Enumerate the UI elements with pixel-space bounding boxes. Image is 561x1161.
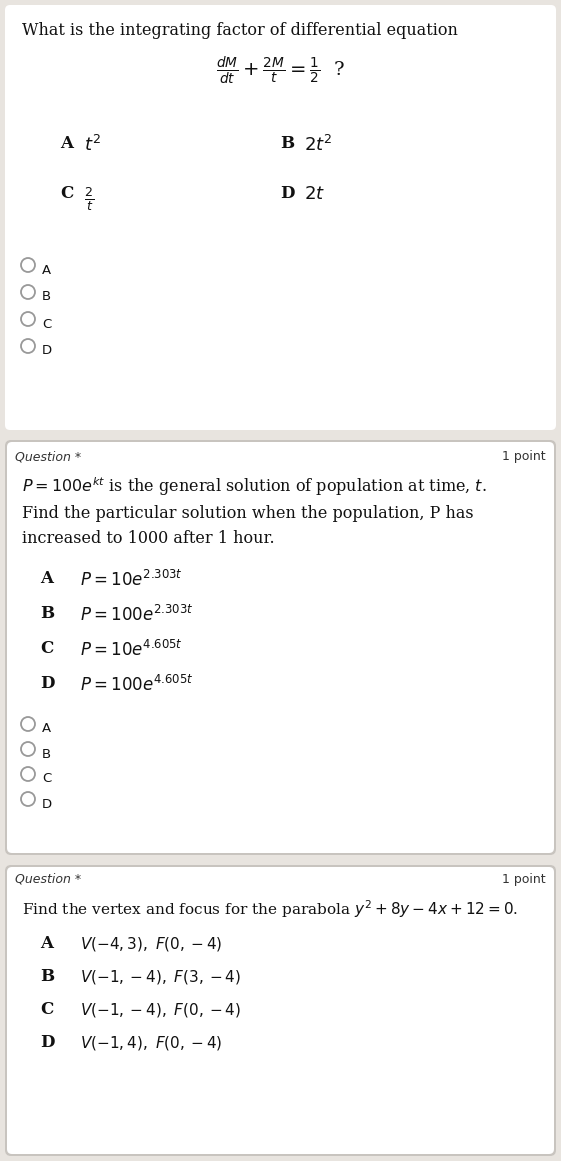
Circle shape xyxy=(21,717,35,731)
Text: $2t^2$: $2t^2$ xyxy=(304,135,333,156)
Text: B: B xyxy=(280,135,294,152)
FancyBboxPatch shape xyxy=(7,442,554,853)
Text: C: C xyxy=(42,772,51,786)
Text: $V(-4, 3),\ F(0, -4)$: $V(-4, 3),\ F(0, -4)$ xyxy=(80,935,222,953)
Text: A: A xyxy=(42,264,51,276)
Circle shape xyxy=(21,792,35,806)
Text: $t^2$: $t^2$ xyxy=(84,135,101,156)
Text: A: A xyxy=(40,570,53,587)
Text: $V(-1, -4),\ F(3, -4)$: $V(-1, -4),\ F(3, -4)$ xyxy=(80,968,241,986)
Text: Question *: Question * xyxy=(15,873,81,886)
Text: B: B xyxy=(42,748,51,760)
Circle shape xyxy=(21,767,35,781)
Text: $V(-1, 4),\ F(0, -4)$: $V(-1, 4),\ F(0, -4)$ xyxy=(80,1034,222,1052)
Text: D: D xyxy=(40,1034,54,1051)
Text: D: D xyxy=(280,185,295,202)
FancyBboxPatch shape xyxy=(5,5,556,430)
Text: C: C xyxy=(60,185,73,202)
Text: $P = 100e^{2.303t}$: $P = 100e^{2.303t}$ xyxy=(80,605,194,625)
Text: B: B xyxy=(42,290,51,303)
Text: $P = 100e^{4.605t}$: $P = 100e^{4.605t}$ xyxy=(80,675,194,695)
Text: C: C xyxy=(40,1001,53,1018)
Text: $V(-1, -4),\ F(0, -4)$: $V(-1, -4),\ F(0, -4)$ xyxy=(80,1001,241,1019)
Text: C: C xyxy=(40,640,53,657)
Text: 1 point: 1 point xyxy=(502,450,546,463)
Text: What is the integrating factor of differential equation: What is the integrating factor of differ… xyxy=(22,22,458,39)
Text: $\frac{dM}{dt} + \frac{2M}{t} = \frac{1}{2}$  ?: $\frac{dM}{dt} + \frac{2M}{t} = \frac{1}… xyxy=(215,55,344,87)
FancyBboxPatch shape xyxy=(5,865,556,1156)
Text: B: B xyxy=(40,968,54,985)
Text: $P = 100e^{kt}$ is the general solution of population at time, $t$.: $P = 100e^{kt}$ is the general solution … xyxy=(22,475,487,498)
Text: $P = 10e^{2.303t}$: $P = 10e^{2.303t}$ xyxy=(80,570,183,590)
Text: D: D xyxy=(40,675,54,692)
Text: Question *: Question * xyxy=(15,450,81,463)
Circle shape xyxy=(21,284,35,300)
Text: C: C xyxy=(42,317,51,331)
Text: D: D xyxy=(42,798,52,810)
Circle shape xyxy=(21,312,35,326)
Text: A: A xyxy=(40,935,53,952)
Circle shape xyxy=(21,742,35,756)
Text: D: D xyxy=(42,345,52,358)
FancyBboxPatch shape xyxy=(7,867,554,1154)
Circle shape xyxy=(21,258,35,272)
Text: B: B xyxy=(40,605,54,622)
Text: 1 point: 1 point xyxy=(502,873,546,886)
FancyBboxPatch shape xyxy=(5,440,556,854)
Text: $P = 10e^{4.605t}$: $P = 10e^{4.605t}$ xyxy=(80,640,183,661)
Text: Find the particular solution when the population, P has: Find the particular solution when the po… xyxy=(22,505,473,522)
Text: A: A xyxy=(60,135,73,152)
Text: $\frac{2}{t}$: $\frac{2}{t}$ xyxy=(84,185,94,212)
Text: $2t$: $2t$ xyxy=(304,185,325,203)
Circle shape xyxy=(21,339,35,353)
Text: A: A xyxy=(42,722,51,736)
Text: Find the vertex and focus for the parabola $y^2 + 8y - 4x + 12 = 0$.: Find the vertex and focus for the parabo… xyxy=(22,897,518,920)
Text: increased to 1000 after 1 hour.: increased to 1000 after 1 hour. xyxy=(22,531,275,547)
